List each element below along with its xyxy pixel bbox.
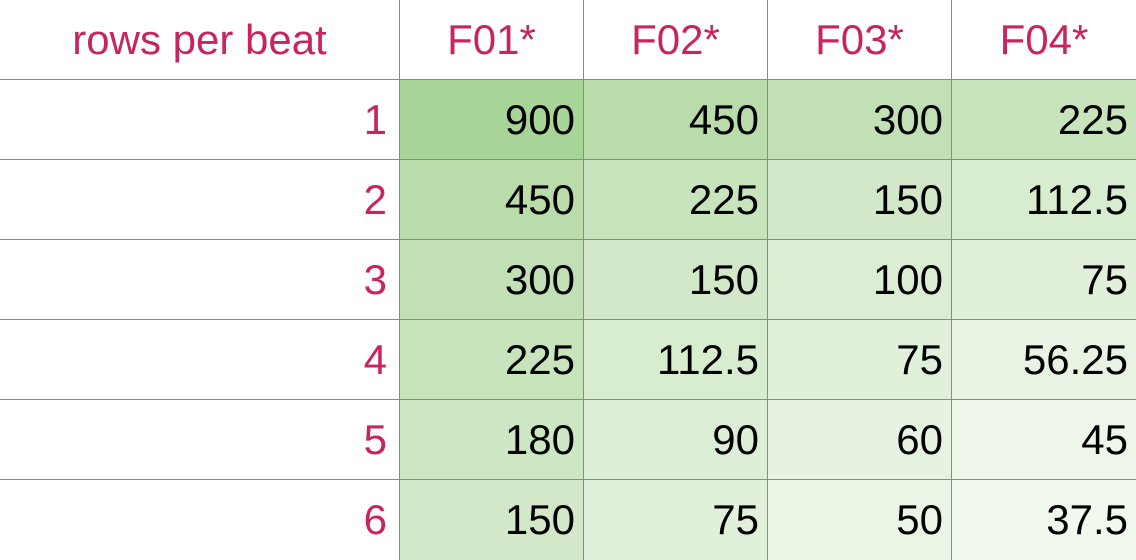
table-cell: 900: [400, 80, 584, 160]
table-cell: 150: [584, 240, 768, 320]
table-cell: 100: [768, 240, 952, 320]
table-cell: 112.5: [584, 320, 768, 400]
table-cell: 75: [584, 480, 768, 560]
table-cell: 450: [400, 160, 584, 240]
table-cell: 450: [584, 80, 768, 160]
table-cell: 45: [952, 400, 1136, 480]
table-cell: 225: [400, 320, 584, 400]
table-cell: 112.5: [952, 160, 1136, 240]
row-label: 3: [0, 240, 400, 320]
table-cell: 75: [952, 240, 1136, 320]
table-cell: 225: [952, 80, 1136, 160]
table-cell: 225: [584, 160, 768, 240]
row-label: 5: [0, 400, 400, 480]
table-cell: 60: [768, 400, 952, 480]
table-cell: 90: [584, 400, 768, 480]
corner-header: rows per beat: [0, 0, 400, 80]
table-cell: 150: [400, 480, 584, 560]
row-label: 4: [0, 320, 400, 400]
table-cell: 75: [768, 320, 952, 400]
row-label: 2: [0, 160, 400, 240]
table-cell: 300: [400, 240, 584, 320]
row-label: 6: [0, 480, 400, 560]
table-cell: 180: [400, 400, 584, 480]
column-header-f02: F02*: [584, 0, 768, 80]
table-cell: 50: [768, 480, 952, 560]
table-cell: 300: [768, 80, 952, 160]
table-cell: 37.5: [952, 480, 1136, 560]
table-cell: 56.25: [952, 320, 1136, 400]
column-header-f03: F03*: [768, 0, 952, 80]
column-header-f01: F01*: [400, 0, 584, 80]
table-cell: 150: [768, 160, 952, 240]
row-label: 1: [0, 80, 400, 160]
column-header-f04: F04*: [952, 0, 1136, 80]
